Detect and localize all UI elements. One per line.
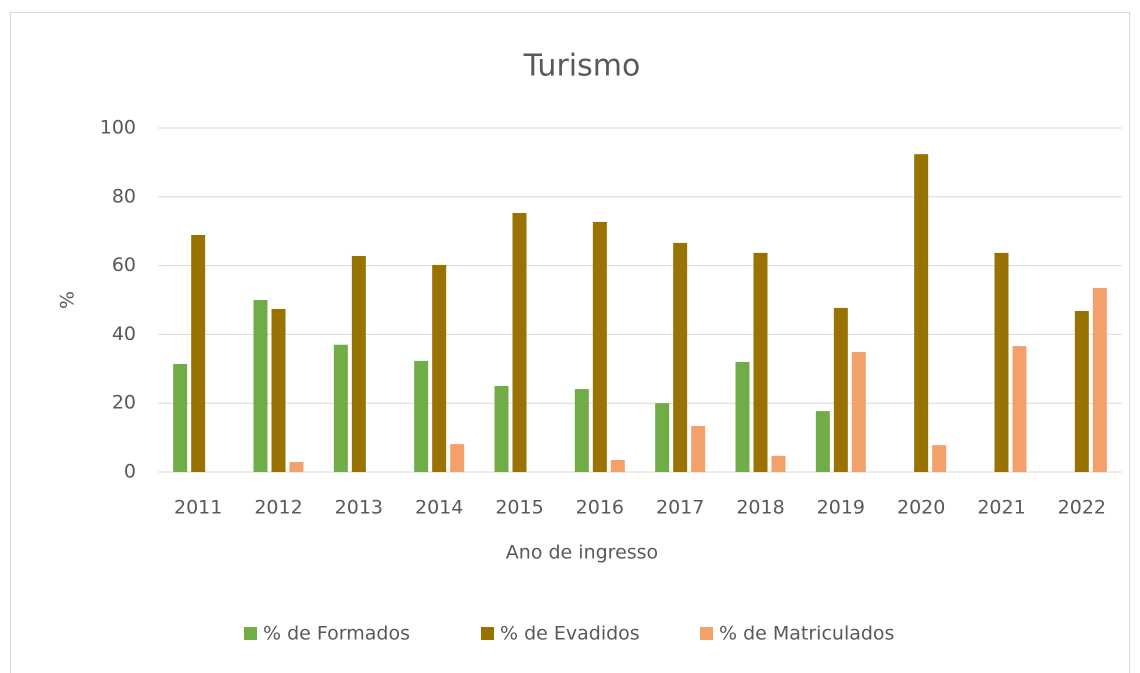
bar [494,386,509,472]
bar [432,264,447,472]
x-tick-label: 2018 [736,497,784,519]
bar [289,462,304,472]
y-tick-label: 40 [112,323,136,345]
legend-swatch [244,627,257,640]
bar [691,425,706,472]
bar [655,403,670,472]
x-tick-label: 2017 [656,497,704,519]
bar [271,308,286,472]
bar [333,344,348,472]
bar [833,307,848,472]
legend-label: % de Matriculados [719,623,894,645]
x-tick-label: 2022 [1058,497,1106,519]
bar [994,252,1009,472]
y-axis-label: % [57,291,79,309]
bar [450,444,465,472]
x-tick-label: 2011 [174,497,222,519]
bar [1092,287,1107,472]
bar [815,411,830,472]
bar [351,255,366,472]
bar [592,221,607,472]
bar [914,154,929,473]
bar [932,445,947,472]
bar [512,212,527,472]
bar [1012,346,1027,472]
y-tick-label: 20 [112,392,136,414]
bar [771,455,786,472]
bar [574,389,589,472]
x-tick-label: 2012 [254,497,302,519]
x-tick-label: 2019 [817,497,865,519]
legend-label: % de Formados [263,623,410,645]
bar [610,459,625,472]
x-axis-label: Ano de ingresso [506,542,658,564]
x-tick-label: 2015 [495,497,543,519]
x-tick-label: 2020 [897,497,945,519]
x-tick-label: 2014 [415,497,463,519]
bar [753,252,768,472]
y-tick-label: 0 [124,461,136,483]
bar [673,242,688,472]
bar [1074,311,1089,472]
bar [851,351,866,472]
x-tick-label: 2013 [335,497,383,519]
bar [191,234,206,472]
y-tick-label: 80 [112,185,136,207]
bar [173,363,188,472]
x-tick-label: 2021 [977,497,1025,519]
bar [253,300,268,472]
y-tick-label: 60 [112,254,136,276]
bar [414,360,429,472]
legend-swatch [700,627,713,640]
chart-title: Turismo [523,49,641,84]
x-tick-label: 2016 [576,497,624,519]
y-tick-label: 100 [100,117,136,139]
bar [735,361,750,472]
legend-swatch [481,627,494,640]
chart-frame [10,12,1130,673]
legend-label: % de Evadidos [500,623,640,645]
